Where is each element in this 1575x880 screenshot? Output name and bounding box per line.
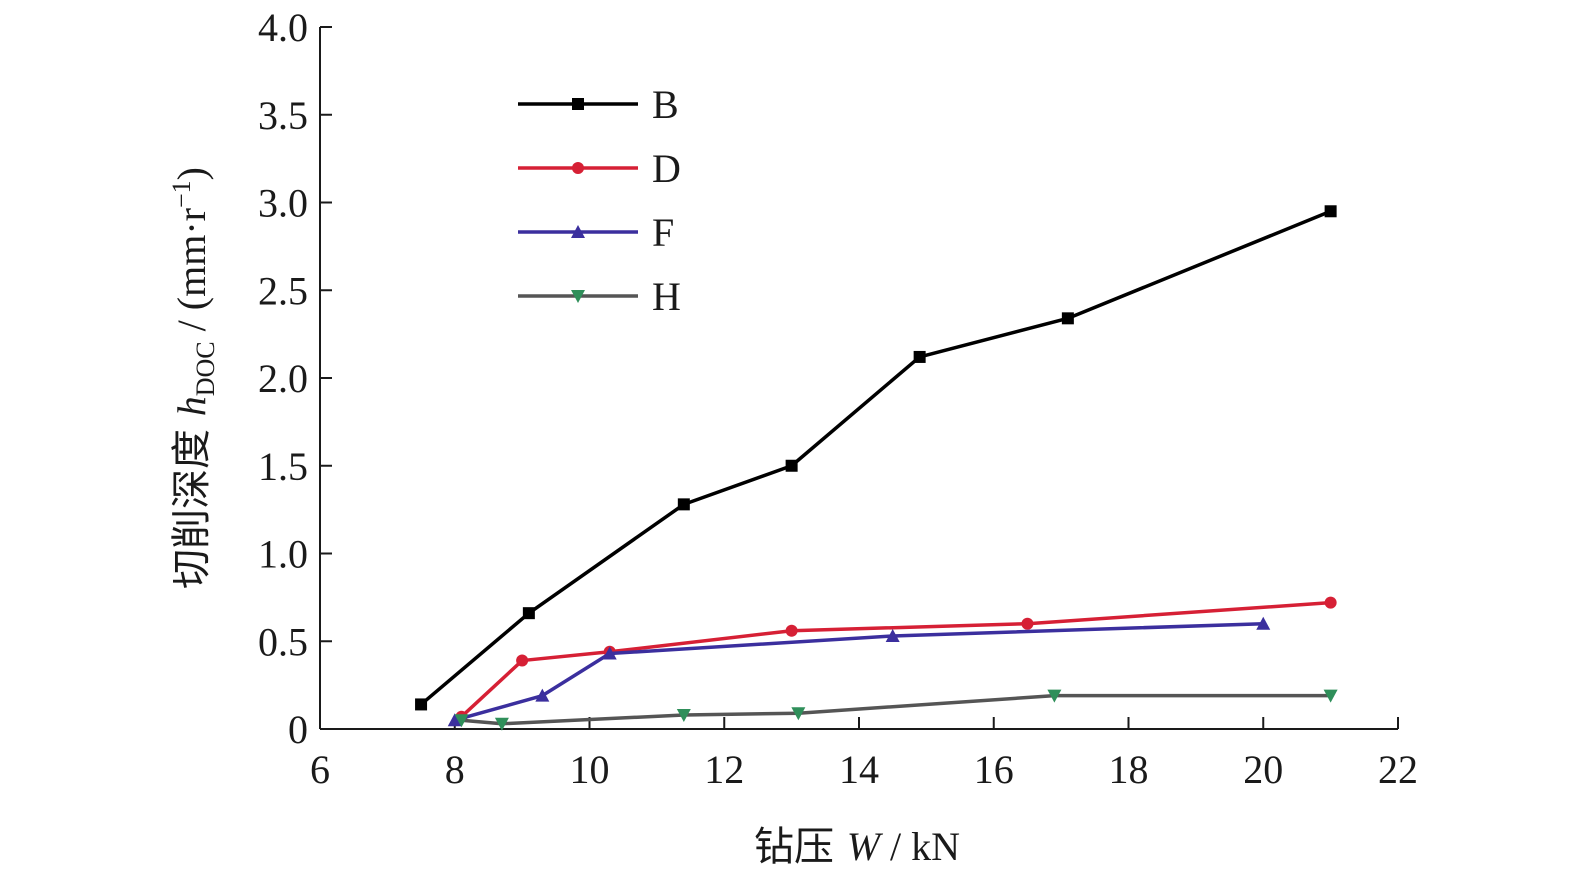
x-tick-label: 22 bbox=[1378, 747, 1418, 792]
y-tick-label: 2.5 bbox=[258, 268, 308, 313]
tick-labels: 0 0.5 1.0 1.5 2.0 2.5 3.0 3.5 4.0 6 8 10 12 14 16 18 20 2… bbox=[258, 5, 1418, 792]
legend-label-f: F bbox=[652, 210, 674, 255]
series-h-point bbox=[1047, 689, 1062, 703]
series-f bbox=[447, 616, 1271, 727]
x-axis-title: 钻压 W / kN bbox=[754, 824, 960, 870]
legend-marker-d bbox=[572, 162, 584, 174]
legend-marker-b bbox=[572, 98, 584, 110]
legend-marker-f bbox=[571, 225, 585, 238]
series-f-line bbox=[454, 621, 1264, 722]
series-h-point bbox=[676, 708, 691, 722]
x-tick-label: 6 bbox=[310, 747, 330, 792]
y-tick-label: 0 bbox=[288, 707, 308, 752]
legend-item-h: H bbox=[518, 274, 681, 319]
y-tick-label: 2.0 bbox=[258, 356, 308, 401]
y-axis-title-unit-open: / (mm·r bbox=[169, 208, 214, 341]
series-h-line bbox=[461, 693, 1331, 726]
y-axis-title-unit-sup: −1 bbox=[167, 180, 196, 208]
y-tick-label: 1.5 bbox=[258, 444, 308, 489]
series-b-point bbox=[1324, 205, 1337, 218]
series-f-point bbox=[1256, 616, 1271, 630]
x-axis-title-unit: / kN bbox=[880, 824, 960, 869]
series-f-point bbox=[885, 628, 900, 642]
series-b-point bbox=[785, 459, 798, 472]
series-d-point bbox=[1324, 596, 1337, 609]
y-tick-label: 1.0 bbox=[258, 532, 308, 577]
x-tick-label: 18 bbox=[1109, 747, 1149, 792]
series-d-line bbox=[460, 600, 1331, 718]
y-axis-title-symbol: h bbox=[169, 396, 214, 416]
legend-label-d: D bbox=[652, 146, 681, 191]
series-d-point bbox=[1021, 617, 1034, 630]
series-b-line bbox=[419, 209, 1332, 706]
series-f-point bbox=[602, 646, 617, 660]
series-group bbox=[415, 205, 1338, 731]
x-tick-label: 10 bbox=[570, 747, 610, 792]
series-f-point bbox=[447, 713, 462, 727]
series-h-point bbox=[1323, 689, 1338, 703]
series-f-point bbox=[535, 688, 550, 702]
x-tick-label: 12 bbox=[704, 747, 744, 792]
x-tick-label: 14 bbox=[839, 747, 879, 792]
x-tick-label: 20 bbox=[1243, 747, 1283, 792]
series-b-point bbox=[522, 607, 535, 620]
y-tick-label: 0.5 bbox=[258, 619, 308, 664]
legend-label-h: H bbox=[652, 274, 681, 319]
y-axis-title-prefix: 切削深度 bbox=[169, 416, 215, 589]
series-b-point bbox=[913, 350, 926, 363]
series-h-point bbox=[494, 717, 509, 731]
series-b-point bbox=[1061, 312, 1074, 325]
legend-label-b: B bbox=[652, 82, 679, 127]
y-tick-label: 4.0 bbox=[258, 5, 308, 50]
series-h-point bbox=[791, 707, 806, 721]
y-tick-label: 3.0 bbox=[258, 181, 308, 226]
legend-item-b: B bbox=[518, 82, 679, 127]
legend-item-f: F bbox=[518, 210, 674, 255]
series-b-point bbox=[415, 698, 428, 711]
series-h bbox=[454, 689, 1338, 731]
series-h-point bbox=[454, 714, 469, 728]
legend-item-d: D bbox=[518, 146, 681, 191]
x-tick-label: 8 bbox=[445, 747, 465, 792]
series-d-point bbox=[785, 624, 798, 637]
y-axis-title-unit-close: ) bbox=[169, 167, 214, 180]
y-axis-title: 切削深度 hDOC / (mm·r−1) bbox=[167, 167, 220, 589]
x-axis-title-symbol: W bbox=[847, 824, 884, 869]
legend-marker-h bbox=[571, 290, 585, 303]
x-axis-title-prefix: 钻压 bbox=[754, 824, 847, 870]
series-d-point bbox=[516, 654, 529, 667]
series-d bbox=[455, 596, 1337, 723]
series-b-point bbox=[677, 498, 690, 511]
y-axis-title-subscript: DOC bbox=[191, 341, 220, 396]
y-tick-label: 3.5 bbox=[258, 93, 308, 138]
x-tick-label: 16 bbox=[974, 747, 1014, 792]
series-b bbox=[415, 205, 1337, 711]
